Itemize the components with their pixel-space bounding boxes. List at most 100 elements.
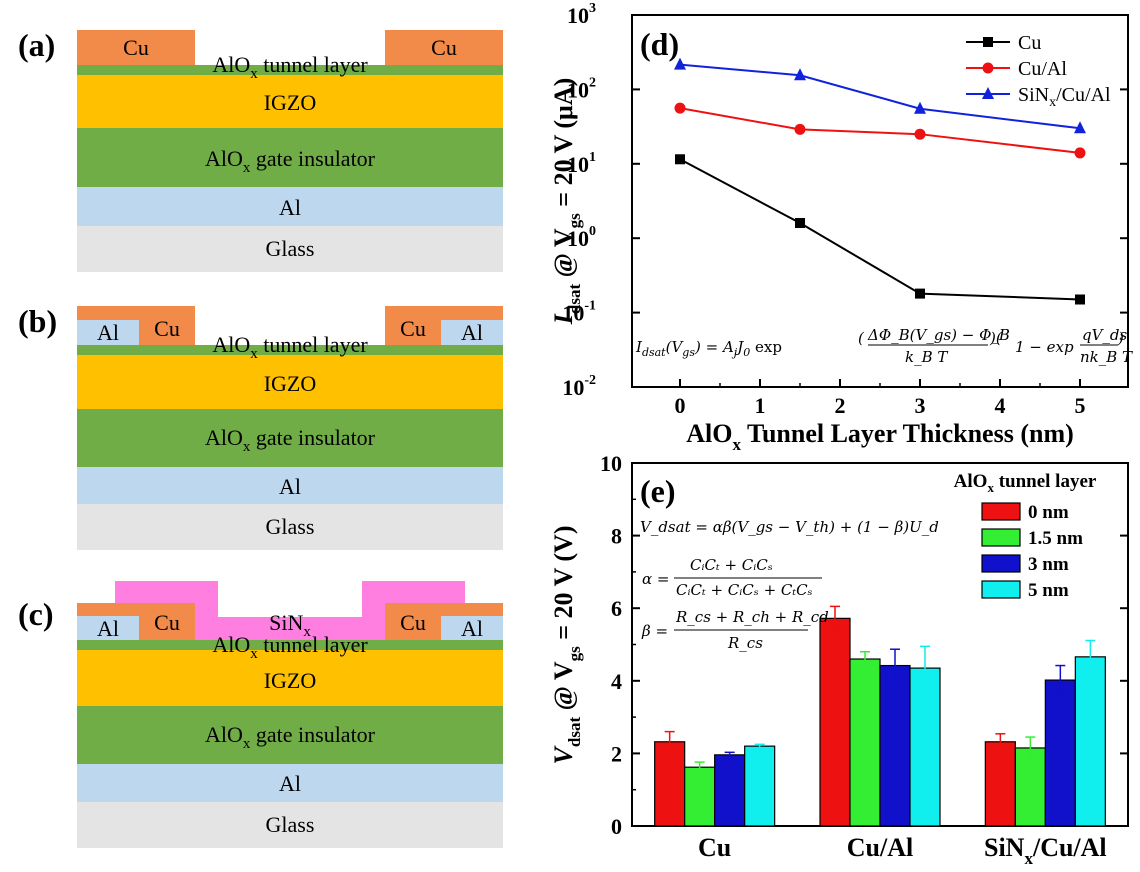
- series-line-d-2: [679, 63, 1081, 130]
- label-gate-insulator: AlOx gate insulator: [205, 146, 376, 176]
- series-line-d-0: [679, 158, 1081, 301]
- equation-alpha-num: CᵢCₜ + CᵢCₛ: [690, 556, 773, 574]
- x-tick-label-d: 1: [755, 393, 766, 418]
- y-tick-label-e: 4: [611, 669, 622, 694]
- layer-cu-right: [385, 306, 441, 345]
- y-axis-label-d: Idsat @ Vgs = 20 V (μA): [549, 78, 584, 325]
- series-line-d-1: [679, 107, 1081, 154]
- legend-label-cu: Cu: [1018, 32, 1041, 54]
- legend-d: Cu Cu/Al SiNx/Cu/Al: [966, 32, 1111, 110]
- data-point-d: [795, 218, 805, 229]
- y-tick-label-e: 2: [611, 741, 622, 766]
- equation-idsat: Idsat(Vgs) = AjJ0 exp: [635, 338, 782, 359]
- panel-label-b: (b): [18, 303, 57, 339]
- legend-swatch-e: [981, 580, 1021, 599]
- layer-glass: [77, 802, 503, 848]
- layer-cu-right: [385, 603, 441, 640]
- label-cu-left: Cu: [154, 610, 180, 635]
- bar-e: [1044, 679, 1076, 827]
- equation-frac2-den: nk_B T: [1080, 348, 1133, 366]
- y-tick-label-d: 100: [567, 224, 596, 251]
- panel-label-a: (a): [18, 27, 55, 63]
- equation-paren-1: (: [858, 329, 865, 347]
- x-tick-label-d: 5: [1075, 393, 1086, 418]
- layer-al-right: [441, 616, 503, 640]
- legend-e: AlOx tunnel layer 0 nm 1.5 nm 3 nm 5 nm: [954, 471, 1097, 601]
- y-tick-label-e: 8: [611, 524, 622, 549]
- layer-sin: [115, 581, 465, 640]
- label-tunnel: AlOx tunnel layer: [212, 332, 368, 362]
- bar-e: [654, 741, 686, 827]
- equation-paren-3: ): [1117, 329, 1124, 347]
- chart-d: (d) 0 1 2 3 4 5 10-2 10-1 100 101 102 103 AlOx Tunn…: [549, 1, 1133, 454]
- label-glass: Glass: [266, 514, 315, 539]
- label-al-right: Al: [461, 616, 483, 641]
- data-point-d: [1075, 294, 1085, 305]
- equation-beta-den: R_cs: [727, 634, 763, 652]
- layer-glass: [77, 504, 503, 550]
- label-glass: Glass: [266, 236, 315, 261]
- legend-marker-sinx: [982, 87, 994, 99]
- label-cu-right: Cu: [400, 610, 426, 635]
- legend-label-cual: Cu/Al: [1018, 58, 1067, 80]
- legend-label-e: 0 nm: [1028, 502, 1069, 523]
- legend-title-e: AlOx tunnel layer: [954, 471, 1097, 495]
- data-point-d: [915, 288, 925, 299]
- label-al: Al: [279, 474, 301, 499]
- legend-marker-cu: [983, 37, 993, 47]
- data-point-d: [675, 154, 685, 165]
- data-point-d: [914, 128, 926, 140]
- y-tick-label-d: 101: [567, 150, 596, 177]
- layer-tunnel: [77, 345, 503, 355]
- chart-e: (e) 0 2 4 6 8 10 Cu Cu/Al SiNx/Cu/Al Vdsat @ Vgs…: [549, 451, 1129, 868]
- bar-e: [879, 664, 911, 827]
- layer-igzo: [77, 650, 503, 706]
- bar-e: [714, 754, 746, 827]
- y-tick-label-e: 10: [600, 451, 622, 476]
- label-cu-left: Cu: [154, 316, 180, 341]
- equation-beta-num: R_cs + R_ch + R_cd: [675, 608, 829, 626]
- label-gate-insulator: AlOx gate insulator: [205, 425, 376, 455]
- equation-alpha-den: CᵢCₜ + CᵢCₛ + CₜCₛ: [676, 581, 813, 599]
- equation-frac1-den: k_B T: [905, 348, 948, 366]
- label-sin: SiNx: [269, 610, 311, 640]
- y-tick-label-d: 10-2: [562, 373, 596, 400]
- label-glass: Glass: [266, 812, 315, 837]
- equation-alpha-lhs: α =: [642, 570, 669, 588]
- equation-beta-lhs: β =: [641, 622, 668, 640]
- bar-e: [1014, 747, 1046, 827]
- y-tick-label-d: 103: [567, 1, 596, 28]
- data-point-d: [794, 123, 806, 135]
- layer-cu-left: [139, 603, 195, 640]
- label-igzo: IGZO: [264, 90, 317, 115]
- label-al: Al: [279, 195, 301, 220]
- equation-frac2-num: qV_ds: [1082, 326, 1128, 344]
- bar-e: [684, 766, 716, 827]
- x-category-label-e: Cu/Al: [847, 833, 913, 862]
- x-axis-label-d: AlOx Tunnel Layer Thickness (nm): [686, 419, 1074, 454]
- legend-marker-cual: [982, 62, 994, 74]
- x-category-label-e: SiNx/Cu/Al: [984, 833, 1107, 868]
- bar-e: [819, 617, 851, 827]
- panel-c: (c) Al Cu SiNx Cu Al AlOx tunnel layer I…: [18, 581, 503, 848]
- layer-tunnel: [77, 640, 503, 650]
- x-category-label-e: Cu: [698, 833, 731, 862]
- y-tick-label-e: 6: [611, 596, 622, 621]
- legend-swatch-e: [981, 502, 1021, 521]
- layer-al-gate: [77, 764, 503, 802]
- equation-paren-text: 1 − exp: [1015, 338, 1074, 356]
- panel-a: (a) Cu Cu AlOx tunnel layer IGZO AlOx ga…: [18, 27, 503, 272]
- data-point-d: [674, 57, 686, 70]
- panel-label-e: (e): [640, 473, 676, 509]
- data-point-d: [674, 102, 686, 114]
- layer-al-gate: [77, 187, 503, 226]
- layer-cu-right: [385, 30, 503, 65]
- layer-igzo: [77, 355, 503, 409]
- legend-label-e: 5 nm: [1028, 580, 1069, 601]
- layer-al-left: [77, 320, 139, 345]
- legend-swatch-e: [981, 528, 1021, 547]
- label-tunnel: AlOx tunnel layer: [212, 52, 368, 82]
- label-al-left: Al: [97, 320, 119, 345]
- bar-e: [849, 658, 881, 827]
